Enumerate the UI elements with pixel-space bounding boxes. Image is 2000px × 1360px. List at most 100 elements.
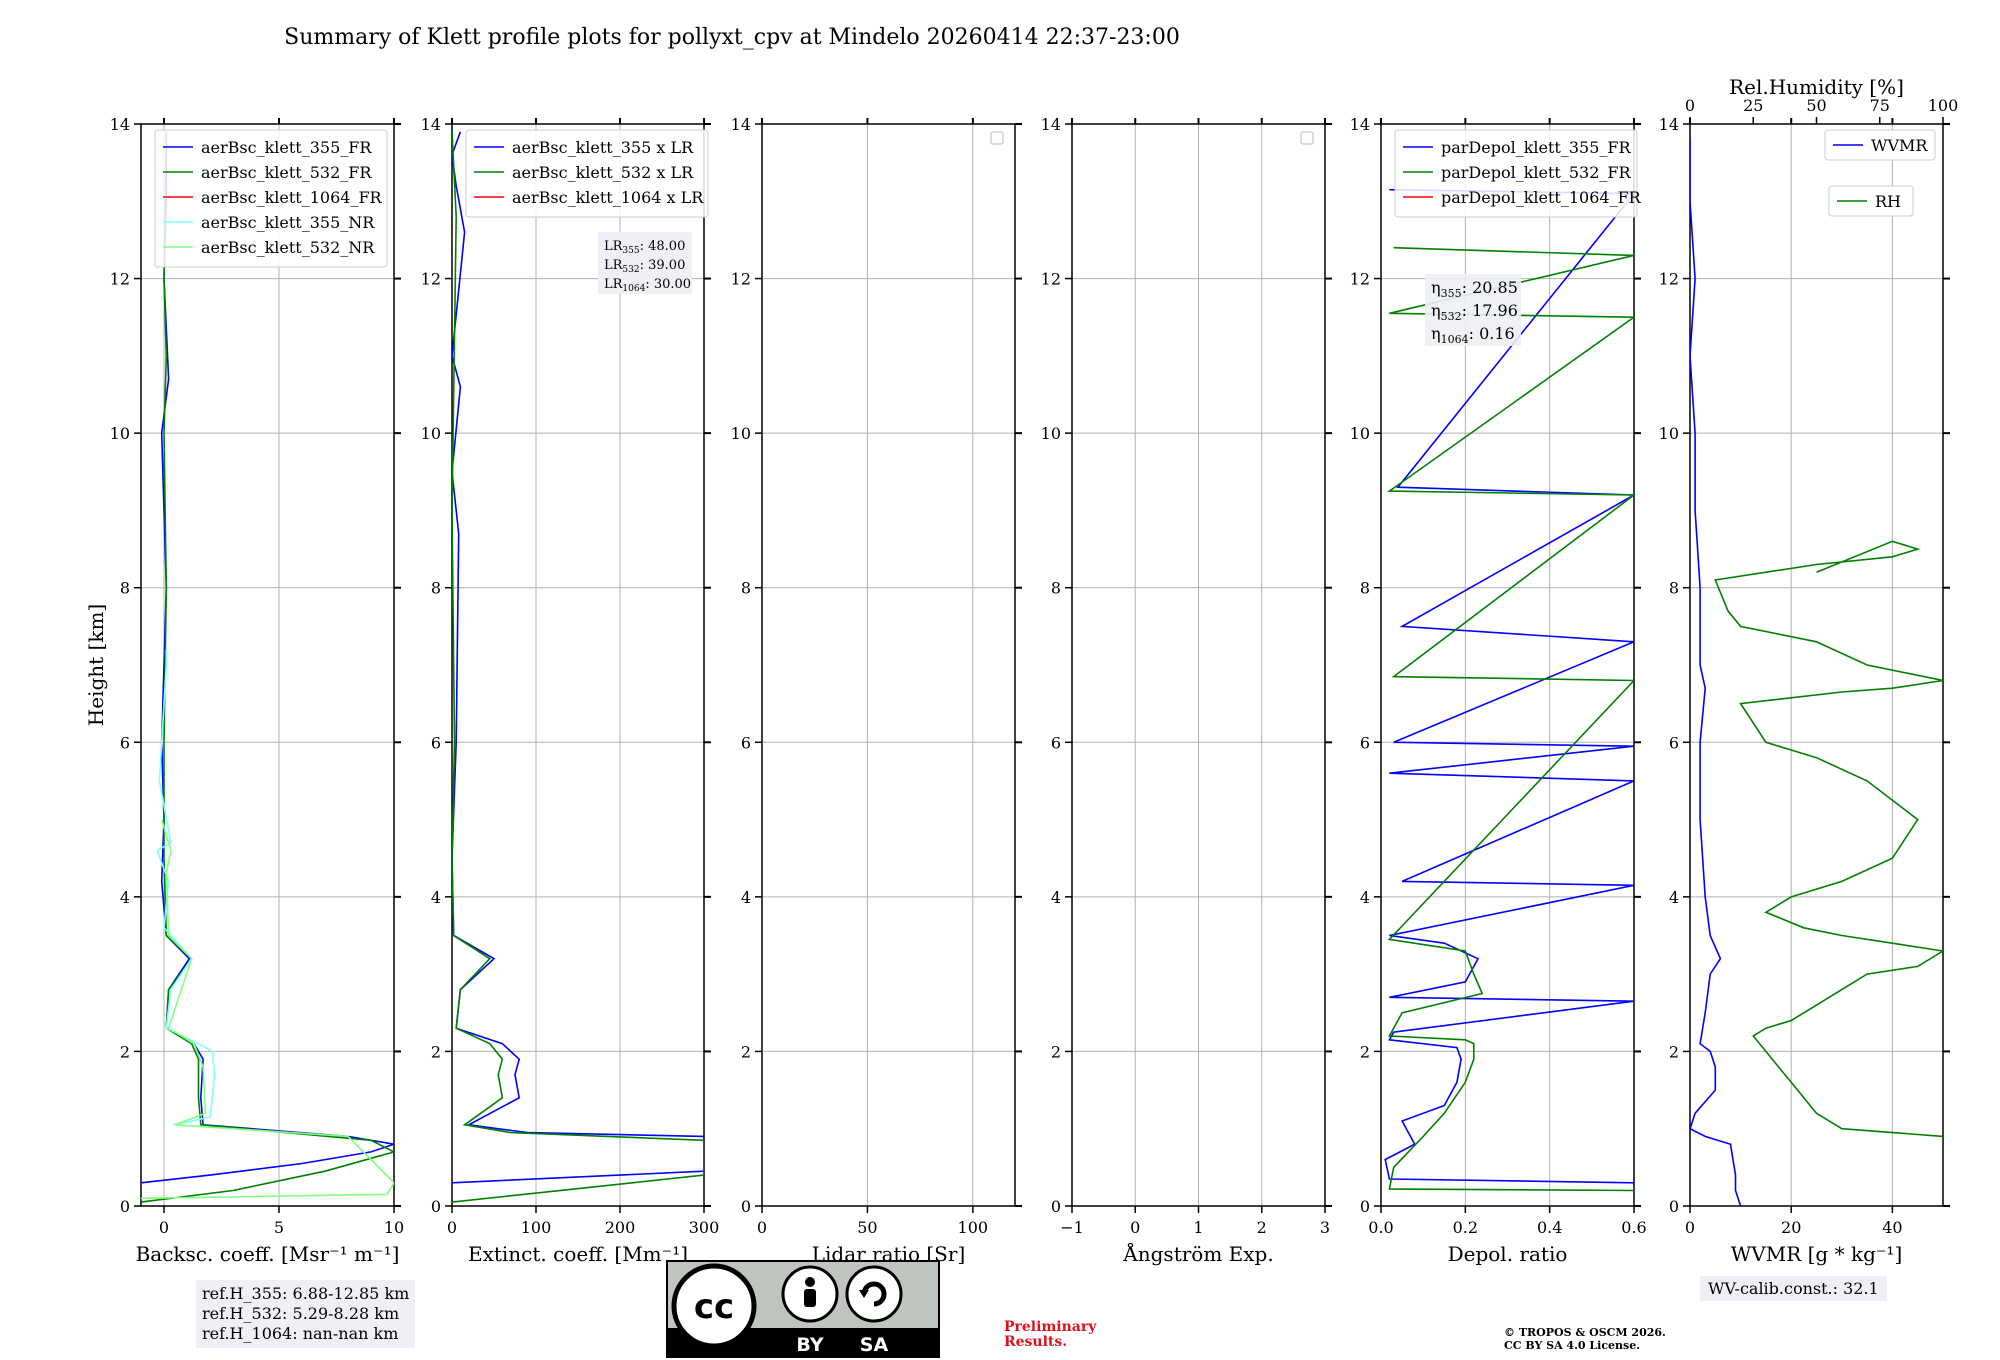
top-x-tick-label: 25 (1743, 96, 1763, 115)
y-tick-label: 6 (1669, 733, 1679, 752)
y-tick-label: 2 (1360, 1042, 1370, 1061)
y-tick-label: 6 (1360, 733, 1370, 752)
x-tick-label: 0 (447, 1218, 457, 1237)
legend-label: aerBsc_klett_355 x LR (512, 138, 694, 157)
y-tick-label: 2 (431, 1042, 441, 1061)
y-tick-label: 10 (1659, 424, 1679, 443)
y-tick-label: 6 (431, 733, 441, 752)
top-x-tick-label: 100 (1928, 96, 1959, 115)
empty-legend-icon (990, 131, 1004, 145)
series-line-aerbsc-klett-532-x-lr (452, 131, 704, 1203)
ref-line-355: ref.H_355: 6.88-12.85 km (202, 1284, 410, 1303)
y-tick-label: 4 (1051, 888, 1061, 907)
prelim-line-1: Preliminary (1004, 1319, 1097, 1335)
x-axis-label: Depol. ratio (1448, 1242, 1568, 1266)
y-tick-label: 0 (1669, 1197, 1679, 1216)
x-tick-label: 50 (857, 1218, 877, 1237)
y-tick-label: 10 (421, 424, 441, 443)
x-tick-label: 0 (1685, 1218, 1695, 1237)
axes-frame (1689, 123, 1944, 1207)
y-tick-label: 8 (1669, 579, 1679, 598)
y-tick-label: 0 (1051, 1197, 1061, 1216)
x-tick-label: 0.6 (1621, 1218, 1646, 1237)
cc-mark: cc (694, 1287, 734, 1327)
top-x-tick-label: 0 (1685, 96, 1695, 115)
series-line-rh (1714, 540, 1943, 1138)
y-tick-label: 4 (431, 888, 441, 907)
panel-5: 0 2 4 6 8 10 12 14 0.0 0.2 0.4 0.6 Depol. ratio parDe… (1350, 115, 1647, 1266)
cc-by-sa-badge: cc BY SA (666, 1260, 940, 1358)
y-tick-label: 4 (741, 888, 751, 907)
x-tick-label: 0.2 (1453, 1218, 1478, 1237)
legend-label: aerBsc_klett_532 x LR (512, 163, 694, 182)
x-tick-label: 200 (605, 1218, 636, 1237)
y-tick-label: 14 (731, 115, 751, 134)
copyright-line-2: CC BY SA 4.0 License. (1504, 1339, 1641, 1352)
y-tick-label: 0 (741, 1197, 751, 1216)
axes-frame (1380, 123, 1635, 1207)
series-line-wvmr (1690, 139, 1742, 1206)
x-tick-label: 0 (1130, 1218, 1140, 1237)
legend-label: aerBsc_klett_1064 x LR (512, 188, 704, 207)
top-x-tick-label: 75 (1870, 96, 1890, 115)
y-tick-label: 2 (1669, 1042, 1679, 1061)
y-tick-label: 6 (741, 733, 751, 752)
legend-label: aerBsc_klett_355_NR (201, 213, 375, 232)
y-axis-label: Height [km] (84, 604, 108, 726)
x-tick-label: 5 (274, 1218, 284, 1237)
axes-frame (140, 123, 395, 1207)
y-tick-label: 0 (120, 1197, 130, 1216)
copyright-line-1: © TROPOS & OSCM 2026. (1504, 1326, 1666, 1339)
x-tick-label: 2 (1257, 1218, 1267, 1237)
angstrom-eta-box (1425, 274, 1521, 346)
empty-legend-icon (1300, 131, 1314, 145)
y-tick-label: 14 (421, 115, 441, 134)
sa-share-icon (845, 1265, 903, 1323)
y-tick-label: 8 (1051, 579, 1061, 598)
panel-6: 0 2 4 6 8 10 12 14 0 20 40 WVMR [g * kg⁻¹] 0 25 50 75 10… (1659, 75, 1959, 1266)
series-line-pardepol-klett-532-fr (1386, 246, 1634, 1192)
x-tick-label: 100 (958, 1218, 989, 1237)
x-tick-label: 0 (159, 1218, 169, 1237)
legend-label: aerBsc_klett_1064_FR (201, 188, 383, 207)
y-tick-label: 2 (120, 1042, 130, 1061)
y-tick-label: 8 (741, 579, 751, 598)
legend-box (154, 129, 388, 268)
y-tick-label: 4 (1669, 888, 1679, 907)
legend-label: parDepol_klett_355_FR (1441, 138, 1632, 157)
y-tick-label: 10 (110, 424, 130, 443)
ref-line-1064: ref.H_1064: nan-nan km (202, 1324, 399, 1343)
top-x-axis-label: Rel.Humidity [%] (1729, 75, 1904, 99)
legend-label: aerBsc_klett_532_NR (201, 238, 375, 257)
y-tick-label: 10 (1041, 424, 1061, 443)
reference-height-box: ref.H_355: 6.88-12.85 km ref.H_532: 5.29… (196, 1280, 416, 1348)
lidar-ratio-label: LR532: 39.00 (604, 258, 685, 275)
series-line-aerbsc-klett-532-nr (141, 819, 394, 1200)
x-tick-label: 20 (1781, 1218, 1801, 1237)
lidar-ratio-box (598, 232, 692, 294)
x-axis-label: Extinct. coeff. [Mm⁻¹] (468, 1242, 688, 1266)
y-tick-label: 8 (120, 579, 130, 598)
lidar-ratio-label: LR355: 48.00 (604, 239, 685, 256)
figure-title: Summary of Klett profile plots for polly… (284, 25, 1180, 50)
y-tick-label: 14 (1350, 115, 1370, 134)
y-tick-label: 8 (431, 579, 441, 598)
prelim-line-2: Results. (1004, 1334, 1068, 1350)
y-tick-label: 14 (1041, 115, 1061, 134)
legend-label: RH (1875, 192, 1901, 211)
legend-label: parDepol_klett_532_FR (1441, 163, 1632, 182)
y-tick-label: 4 (120, 888, 130, 907)
x-tick-label: 300 (689, 1218, 720, 1237)
legend-label: WVMR (1871, 136, 1928, 155)
y-tick-label: 0 (1360, 1197, 1370, 1216)
x-tick-label: 10 (384, 1218, 404, 1237)
panel-1: 0 2 4 6 8 10 12 14 0 5 10 Backsc. coeff. [Msr⁻¹ m⁻¹… (110, 115, 405, 1266)
legend-label: parDepol_klett_1064_FR (1441, 188, 1642, 207)
y-tick-label: 2 (1051, 1042, 1061, 1061)
legend-box-wvmr (1824, 129, 1936, 161)
series-line-aerbsc-klett-532-fr (141, 131, 394, 1203)
x-tick-label: 0.0 (1368, 1218, 1393, 1237)
